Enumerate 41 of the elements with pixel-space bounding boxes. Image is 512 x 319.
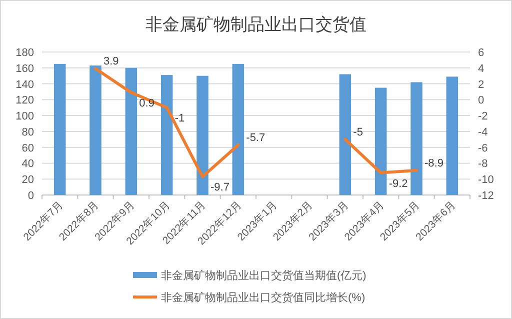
data-label: -9.7 bbox=[210, 182, 230, 194]
bar bbox=[54, 64, 66, 195]
bar bbox=[125, 68, 138, 195]
data-label: 0.9 bbox=[139, 98, 154, 110]
y2-tick-label: -12 bbox=[478, 190, 494, 202]
bar bbox=[196, 76, 208, 195]
bar bbox=[446, 76, 458, 195]
y-tick-label: 40 bbox=[22, 158, 34, 170]
bar bbox=[339, 74, 352, 195]
y-tick-label: 60 bbox=[22, 142, 34, 154]
data-label: -1 bbox=[174, 112, 185, 125]
y-tick-label: 180 bbox=[16, 47, 34, 59]
y2-tick-label: 0 bbox=[478, 94, 484, 107]
y-tick-label: 100 bbox=[16, 110, 34, 123]
y-tick-label: 80 bbox=[22, 126, 34, 138]
y2-tick-label: 6 bbox=[478, 47, 484, 59]
bar bbox=[374, 88, 387, 195]
y2-tick-label: 4 bbox=[478, 62, 484, 75]
y-tick-label: 20 bbox=[22, 174, 34, 186]
legend-label: 非金属矿物制品业出口交货值当期值(亿元) bbox=[161, 269, 366, 282]
legend-label: 非金属矿物制品业出口交货值同比增长(%) bbox=[161, 291, 366, 304]
data-label: -9.2 bbox=[388, 178, 408, 190]
y-tick-label: 160 bbox=[16, 62, 34, 75]
data-label: -5.7 bbox=[246, 132, 266, 144]
y2-tick-label: -2 bbox=[478, 110, 488, 123]
y-tick-label: 120 bbox=[16, 94, 34, 107]
y2-tick-label: -4 bbox=[478, 126, 488, 138]
chart-title: 非金属矿物制品业出口交货值 bbox=[146, 15, 366, 34]
y2-tick-label: -6 bbox=[478, 142, 488, 154]
y2-tick-label: -8 bbox=[478, 158, 488, 170]
y2-tick-label: 2 bbox=[478, 78, 484, 91]
bar bbox=[232, 64, 244, 195]
bar bbox=[160, 75, 173, 195]
y2-tick-label: -10 bbox=[478, 174, 494, 186]
data-label: -8.9 bbox=[424, 157, 444, 170]
data-label: -5 bbox=[353, 126, 363, 138]
bar bbox=[410, 82, 422, 195]
y-tick-label: 0 bbox=[28, 190, 34, 202]
y-tick-label: 140 bbox=[16, 78, 34, 91]
bar bbox=[90, 66, 102, 195]
data-label: 3.9 bbox=[104, 56, 119, 68]
